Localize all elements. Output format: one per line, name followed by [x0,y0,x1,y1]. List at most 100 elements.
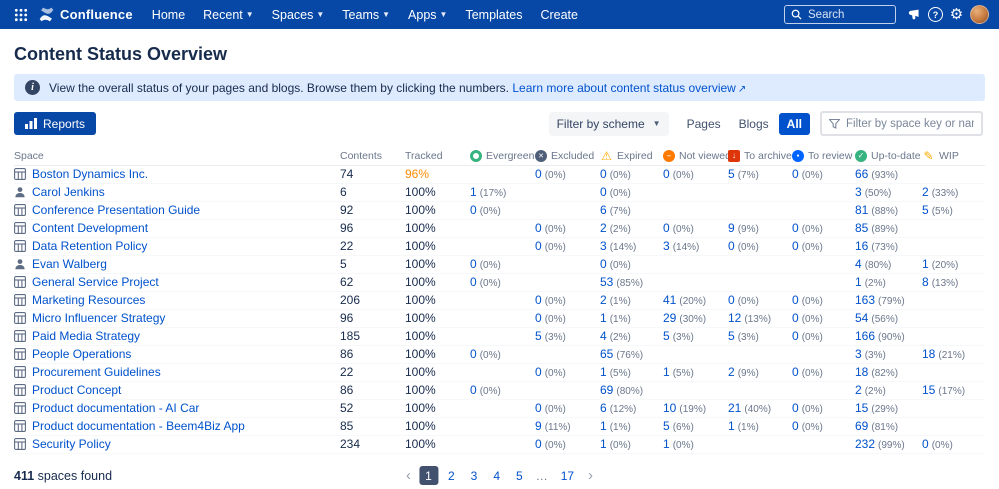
evergreen-count-link[interactable]: 0 [470,203,477,217]
nav-item-spaces[interactable]: Spaces ▼ [271,7,325,22]
excluded-count-link[interactable]: 0 [535,401,542,415]
next-page-button[interactable]: › [588,467,594,484]
space-name-link[interactable]: Marketing Resources [32,293,146,307]
expired-count-link[interactable]: 2 [600,221,607,235]
up_to_date-count-link[interactable]: 3 [855,347,862,361]
search-input[interactable] [808,8,888,21]
to_review-count-link[interactable]: 0 [792,419,799,433]
page-link-2[interactable]: 2 [447,468,455,483]
tab-blogs[interactable]: Blogs [738,116,769,131]
expired-count-link[interactable]: 0 [600,185,607,199]
space-name-link[interactable]: Content Development [32,221,149,235]
nav-item-create[interactable]: Create [540,7,578,22]
evergreen-count-link[interactable]: 0 [470,275,477,289]
user-avatar[interactable] [970,5,989,24]
excluded-count-link[interactable]: 0 [535,293,542,307]
expired-count-link[interactable]: 0 [600,257,607,271]
space-filter-box[interactable] [820,111,983,136]
reports-button[interactable]: Reports [14,112,97,135]
nav-item-home[interactable]: Home [151,7,186,22]
space-filter-input[interactable] [846,117,974,130]
wip-count-link[interactable]: 18 [922,347,936,361]
to_archive-count-link[interactable]: 2 [728,365,735,379]
excluded-count-link[interactable]: 5 [535,329,542,343]
prev-page-button[interactable]: ‹ [405,467,411,484]
excluded-count-link[interactable]: 0 [535,221,542,235]
to_archive-count-link[interactable]: 1 [728,419,735,433]
nav-item-templates[interactable]: Templates [465,7,523,22]
page-link-3[interactable]: 3 [470,468,478,483]
wip-count-link[interactable]: 0 [922,437,929,451]
space-name-link[interactable]: General Service Project [32,275,159,289]
up_to_date-count-link[interactable]: 69 [855,419,869,433]
not_viewed-count-link[interactable]: 3 [663,239,670,253]
expired-count-link[interactable]: 69 [600,383,614,397]
space-name-link[interactable]: Product documentation - AI Car [32,401,200,415]
not_viewed-count-link[interactable]: 41 [663,293,677,307]
page-link-17[interactable]: 17 [560,468,575,483]
up_to_date-count-link[interactable]: 18 [855,365,869,379]
up_to_date-count-link[interactable]: 66 [855,167,869,181]
announcements-icon[interactable] [904,4,925,25]
excluded-count-link[interactable]: 9 [535,419,542,433]
wip-count-link[interactable]: 1 [922,257,929,271]
wip-count-link[interactable]: 15 [922,383,936,397]
space-name-link[interactable]: Evan Walberg [32,257,107,271]
up_to_date-count-link[interactable]: 15 [855,401,869,415]
not_viewed-count-link[interactable]: 5 [663,329,670,343]
confluence-logo[interactable]: Confluence [38,7,133,22]
nav-item-recent[interactable]: Recent ▼ [203,7,254,22]
expired-count-link[interactable]: 0 [600,167,607,181]
expired-count-link[interactable]: 6 [600,401,607,415]
page-link-4[interactable]: 4 [493,468,501,483]
space-name-link[interactable]: Carol Jenkins [32,185,105,199]
nav-item-apps[interactable]: Apps ▼ [408,7,448,22]
not_viewed-count-link[interactable]: 0 [663,221,670,235]
nav-item-teams[interactable]: Teams ▼ [342,7,391,22]
excluded-count-link[interactable]: 0 [535,365,542,379]
wip-count-link[interactable]: 8 [922,275,929,289]
space-name-link[interactable]: People Operations [32,347,132,361]
expired-count-link[interactable]: 2 [600,293,607,307]
not_viewed-count-link[interactable]: 1 [663,365,670,379]
expired-count-link[interactable]: 1 [600,365,607,379]
to_review-count-link[interactable]: 0 [792,365,799,379]
to_review-count-link[interactable]: 0 [792,239,799,253]
evergreen-count-link[interactable]: 0 [470,383,477,397]
wip-count-link[interactable]: 2 [922,185,929,199]
tab-all[interactable]: All [778,112,810,135]
to_review-count-link[interactable]: 0 [792,293,799,307]
expired-count-link[interactable]: 1 [600,437,607,451]
space-name-link[interactable]: Security Policy [32,437,111,451]
up_to_date-count-link[interactable]: 85 [855,221,869,235]
up_to_date-count-link[interactable]: 3 [855,185,862,199]
not_viewed-count-link[interactable]: 1 [663,437,670,451]
expired-count-link[interactable]: 1 [600,311,607,325]
expired-count-link[interactable]: 53 [600,275,614,289]
space-name-link[interactable]: Boston Dynamics Inc. [32,167,149,181]
not_viewed-count-link[interactable]: 29 [663,311,677,325]
not_viewed-count-link[interactable]: 5 [663,419,670,433]
expired-count-link[interactable]: 4 [600,329,607,343]
excluded-count-link[interactable]: 0 [535,167,542,181]
to_archive-count-link[interactable]: 0 [728,293,735,307]
to_archive-count-link[interactable]: 12 [728,311,742,325]
to_review-count-link[interactable]: 0 [792,167,799,181]
settings-gear-icon[interactable]: ⚙ [949,6,964,23]
not_viewed-count-link[interactable]: 0 [663,167,670,181]
up_to_date-count-link[interactable]: 16 [855,239,869,253]
tab-pages[interactable]: Pages [686,116,721,131]
to_review-count-link[interactable]: 0 [792,329,799,343]
help-icon[interactable]: ? [925,4,946,25]
to_archive-count-link[interactable]: 5 [728,167,735,181]
page-link-5[interactable]: 5 [516,468,523,483]
up_to_date-count-link[interactable]: 2 [855,383,862,397]
page-current[interactable]: 1 [418,466,438,485]
expired-count-link[interactable]: 1 [600,419,607,433]
up_to_date-count-link[interactable]: 4 [855,257,862,271]
space-name-link[interactable]: Conference Presentation Guide [32,203,201,217]
to_review-count-link[interactable]: 0 [792,221,799,235]
learn-more-link[interactable]: Learn more about content status overview [512,80,736,95]
up_to_date-count-link[interactable]: 163 [855,293,876,307]
search-box[interactable] [784,5,896,24]
